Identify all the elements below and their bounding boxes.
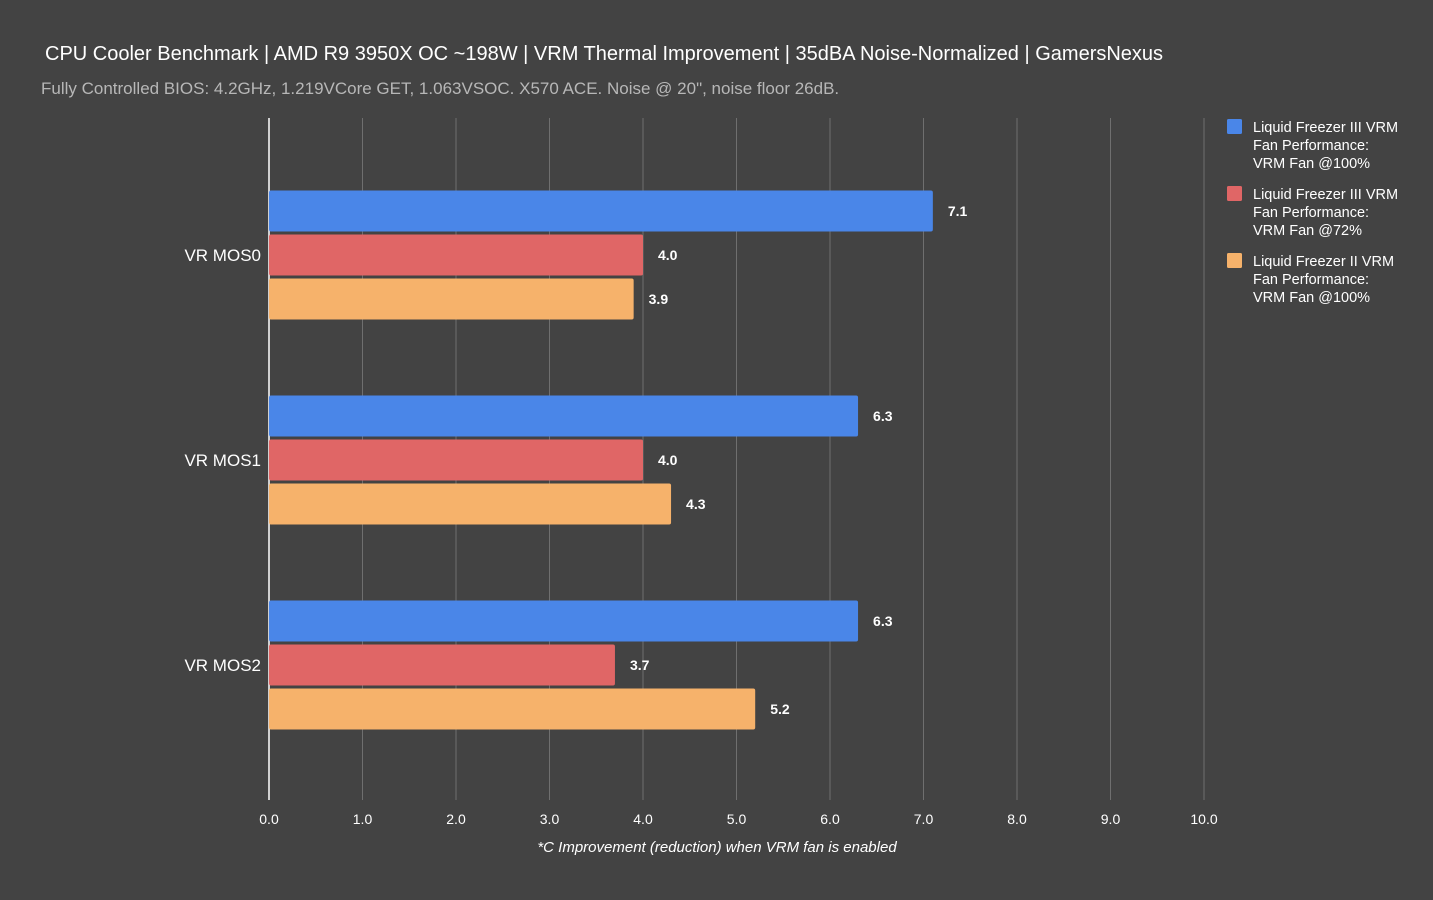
data-label: 6.3: [873, 613, 893, 629]
bar: [269, 483, 672, 525]
bar: [269, 190, 933, 232]
category-label: VR MOS1: [184, 451, 261, 470]
x-tick-label: 9.0: [1101, 811, 1121, 827]
data-label: 4.3: [686, 496, 706, 512]
bar: [269, 278, 634, 320]
bar: [269, 600, 859, 642]
x-tick-label: 8.0: [1007, 811, 1027, 827]
x-tick-label: 6.0: [820, 811, 840, 827]
x-tick-label: 3.0: [540, 811, 560, 827]
bar: [269, 234, 643, 276]
data-label: 4.0: [658, 247, 678, 263]
x-tick-label: 10.0: [1190, 811, 1217, 827]
data-label: 4.0: [658, 452, 678, 468]
legend-label: Liquid Freezer III VRM: [1253, 120, 1398, 136]
legend-label: Fan Performance:: [1253, 205, 1369, 221]
data-label: 6.3: [873, 408, 893, 424]
data-label: 3.9: [649, 291, 669, 307]
bar: [269, 688, 756, 730]
x-tick-label: 5.0: [727, 811, 747, 827]
x-axis-label: *C Improvement (reduction) when VRM fan …: [537, 839, 897, 856]
bar: [269, 439, 643, 481]
data-label: 5.2: [770, 701, 790, 717]
x-tick-label: 7.0: [914, 811, 934, 827]
legend-label: Liquid Freezer II VRM: [1253, 254, 1394, 270]
data-label: 7.1: [948, 203, 968, 219]
legend-label: Fan Performance:: [1253, 138, 1369, 154]
chart-subtitle: Fully Controlled BIOS: 4.2GHz, 1.219VCor…: [41, 79, 839, 98]
bar: [269, 395, 859, 437]
legend-label: Fan Performance:: [1253, 272, 1369, 288]
x-axis-ticks: 0.0 1.0 2.0 3.0 4.0 5.0 6.0 7.0 8.0 9.0 10.0: [259, 811, 1218, 827]
data-label: 3.7: [630, 657, 650, 673]
category-label: VR MOS0: [184, 246, 261, 265]
legend-label: VRM Fan @100%: [1253, 290, 1370, 306]
category-label: VR MOS2: [184, 656, 261, 675]
y-axis-categories: VR MOS0 VR MOS1 VR MOS2: [184, 246, 261, 675]
x-tick-label: 2.0: [446, 811, 466, 827]
legend-swatch: [1227, 253, 1242, 268]
legend-swatch: [1227, 119, 1242, 134]
x-tick-label: 1.0: [353, 811, 373, 827]
x-tick-label: 0.0: [259, 811, 279, 827]
legend-swatch: [1227, 186, 1242, 201]
legend-label: VRM Fan @100%: [1253, 156, 1370, 172]
legend: Liquid Freezer III VRM Fan Performance: VR…: [1227, 119, 1398, 306]
legend-label: VRM Fan @72%: [1253, 223, 1362, 239]
x-tick-label: 4.0: [633, 811, 653, 827]
legend-label: Liquid Freezer III VRM: [1253, 187, 1398, 203]
chart-title: CPU Cooler Benchmark | AMD R9 3950X OC ~…: [45, 43, 1163, 65]
bars: 7.1 4.0 3.9 6.3 4.0 4.3 6.3 3.7 5.2: [269, 190, 968, 730]
bar: [269, 644, 615, 686]
